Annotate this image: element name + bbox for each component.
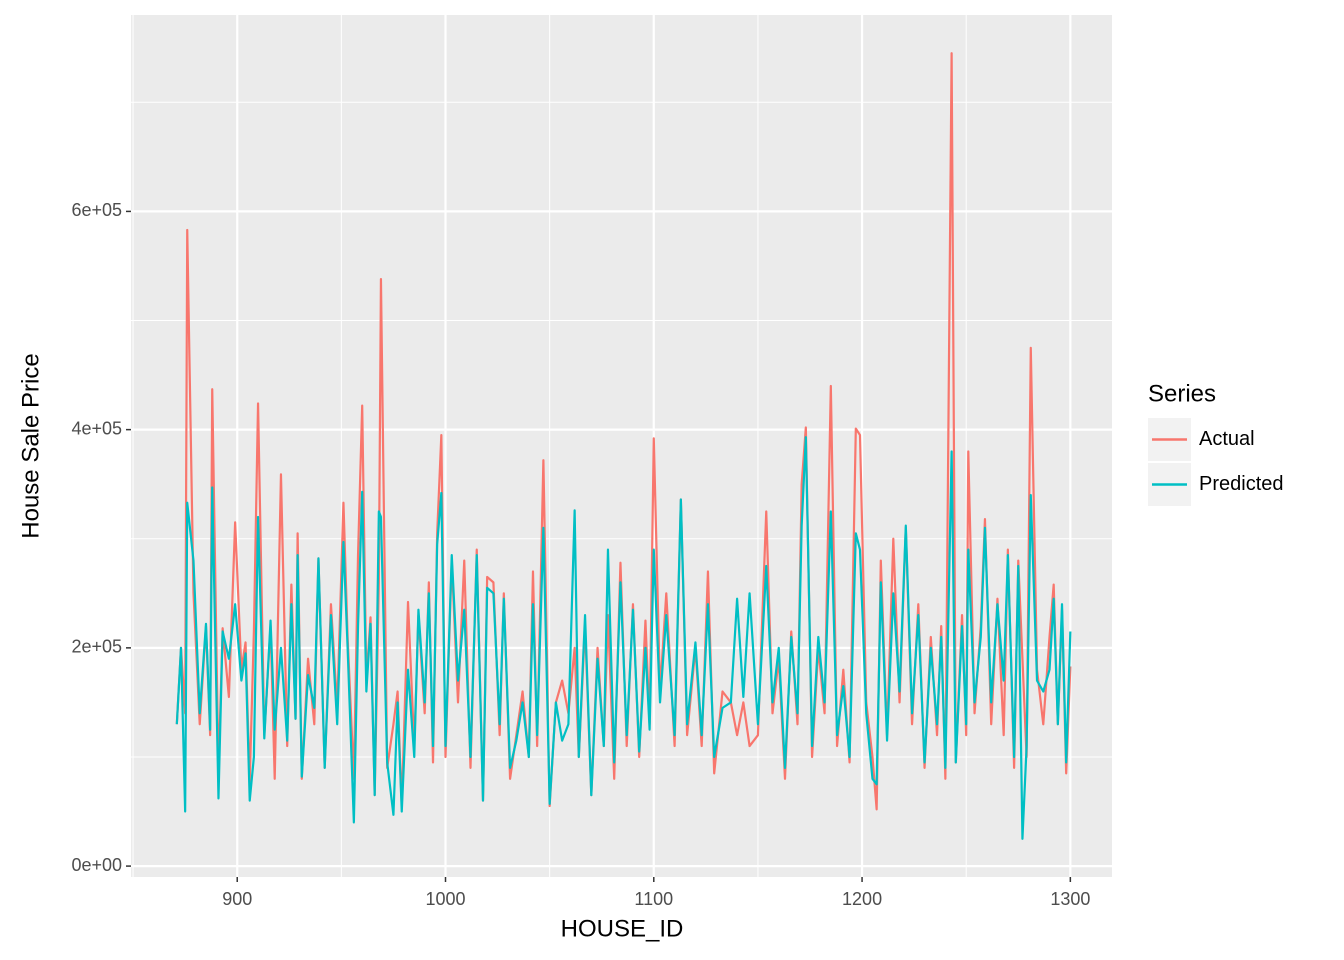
plot-panel: [131, 15, 1112, 877]
series-line: [175, 436, 1072, 840]
x-tick-label: 1200: [842, 889, 882, 909]
grid: [131, 15, 1112, 877]
x-axis-title: HOUSE_ID: [561, 915, 684, 942]
y-tick-label: 0e+00: [71, 855, 122, 875]
y-axis-title: House Sale Price: [17, 353, 44, 538]
legend-label: Actual: [1199, 428, 1255, 450]
x-tick-label: 900: [222, 889, 252, 909]
y-tick-label: 6e+05: [71, 200, 122, 220]
legend-title: Series: [1148, 380, 1216, 407]
y-tick-label: 4e+05: [71, 418, 122, 438]
x-tick-label: 1000: [425, 889, 465, 909]
axes: 0e+00 2e+05 4e+05 6e+05 900 1000 1100 1200 1300: [71, 200, 1090, 909]
legend: Actual Predicted: [1148, 418, 1284, 506]
legend-label: Predicted: [1199, 473, 1284, 495]
lines: [175, 52, 1072, 840]
y-tick-label: 2e+05: [71, 637, 122, 657]
x-tick-label: 1300: [1050, 889, 1090, 909]
x-tick-label: 1100: [634, 889, 673, 909]
